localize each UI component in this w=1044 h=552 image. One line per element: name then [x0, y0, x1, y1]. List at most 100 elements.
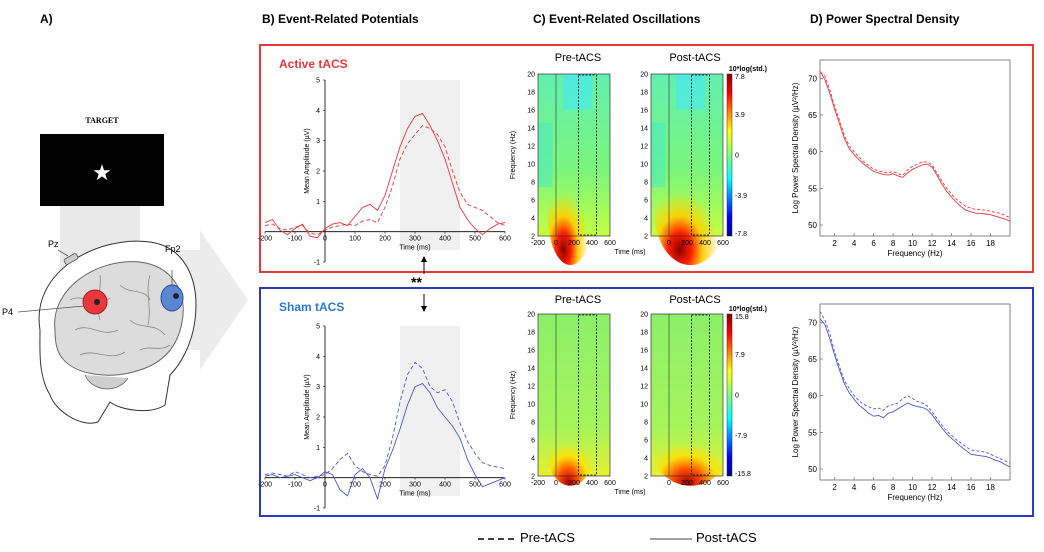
- spectrogram-hot-blob: [547, 420, 594, 486]
- psd-series-post: [819, 70, 1011, 222]
- x-tick-label: 300: [409, 236, 421, 243]
- y-tick-label: 4: [316, 108, 320, 115]
- x-tick-label: 200: [568, 240, 580, 247]
- y-tick-label: 2: [316, 415, 320, 422]
- erp-window-shade: [400, 326, 460, 496]
- psd-chart-sham: 2 4 6 8 10 12 14 16 18 70 65 60 55 50 Frequency (Hz) Lo…: [791, 303, 1011, 502]
- y-tick-label: 3: [316, 384, 320, 391]
- x-tick-label: 500: [469, 236, 481, 243]
- colorbar-tick-label: 7.9: [735, 352, 745, 359]
- ero-sham-pre-title: Pre-tACS: [554, 294, 602, 306]
- y-tick-label: 20: [640, 72, 648, 79]
- x-tick-label: 16: [967, 239, 976, 248]
- analysis-window: [578, 74, 597, 236]
- y-tick-label: 18: [640, 90, 648, 97]
- x-tick-label: 8: [891, 239, 896, 248]
- y-tick-label: 2: [316, 169, 320, 176]
- active-condition-box: [259, 44, 1034, 273]
- y-tick-label: 2: [644, 474, 648, 481]
- y-tick-label: 20: [527, 312, 535, 319]
- y-tick-label: 8: [644, 180, 648, 187]
- y-tick-label: 16: [640, 348, 648, 355]
- colorbar-tick-label: 3.9: [735, 112, 745, 119]
- y-tick-label: 50: [808, 465, 817, 474]
- analysis-window: [578, 314, 597, 476]
- y-tick-label: 4: [531, 456, 535, 463]
- x-tick-label: 400: [439, 236, 451, 243]
- x-tick-label: 2: [832, 239, 837, 248]
- target-label: TARGET: [85, 116, 119, 125]
- colorbar-tick-label: -15.8: [735, 471, 751, 478]
- active-condition-label: Active tACS: [279, 57, 348, 71]
- y-tick-label: 4: [316, 354, 320, 361]
- x-tick-label: -200: [258, 482, 272, 489]
- y-axis-label: Frequency (Hz): [510, 371, 517, 419]
- brain-icon: [54, 261, 184, 376]
- x-tick-label: 400: [586, 240, 598, 247]
- y-tick-label: 16: [527, 348, 535, 355]
- spectrogram-frame: [650, 73, 724, 237]
- x-tick-label: 6: [871, 239, 876, 248]
- ero-active-post-title: Post-tACS: [669, 52, 721, 64]
- y-tick-label: -1: [314, 260, 320, 267]
- x-tick-label: 0: [554, 480, 558, 487]
- spectrogram-hot-blob: [547, 161, 594, 266]
- electrode-label-p4: P4: [2, 307, 13, 317]
- panel-c-title: C) Event-Related Oscillations: [533, 12, 701, 26]
- y-tick-label: 55: [808, 184, 817, 193]
- x-tick-label: -200: [531, 240, 545, 247]
- electrode-fp2: [160, 284, 184, 312]
- y-tick-label: 10: [640, 402, 648, 409]
- x-tick-label: 600: [499, 482, 511, 489]
- erp-series-pre: [264, 124, 506, 236]
- x-tick-label: 12: [928, 483, 937, 492]
- x-tick-label: 2: [832, 483, 837, 492]
- colorbar-tick-label: -7.9: [735, 433, 747, 440]
- colorbar-sham: [726, 313, 733, 477]
- x-tick-label: 500: [469, 482, 481, 489]
- significance-label: **: [411, 274, 422, 290]
- spectrogram-cool-blob: [538, 122, 553, 188]
- colorbar-title: 10*log(std.): [729, 306, 767, 313]
- electrode-label-pz: Pz: [48, 239, 59, 249]
- panel-d-title: D) Power Spectral Density: [810, 12, 960, 26]
- x-tick-label: 400: [699, 480, 711, 487]
- x-tick-label: 300: [409, 482, 421, 489]
- y-tick-label: 70: [808, 74, 817, 83]
- x-tick-label: 6: [871, 483, 876, 492]
- x-axis-label: Time (ms): [399, 245, 430, 252]
- y-axis-label: Mean Amplitude (µV): [304, 128, 311, 194]
- y-tick-label: 6: [644, 438, 648, 445]
- x-tick-label: 4: [852, 239, 857, 248]
- y-tick-label: 1: [316, 199, 320, 206]
- y-tick-label: 4: [644, 216, 648, 223]
- spectrogram-cool-blob: [563, 74, 592, 110]
- analysis-window: [691, 74, 710, 236]
- y-tick-label: 2: [644, 234, 648, 241]
- y-tick-label: 14: [640, 366, 648, 373]
- x-tick-label: -200: [258, 236, 272, 243]
- x-axis-label: Frequency (Hz): [887, 249, 942, 258]
- y-tick-label: 8: [644, 420, 648, 427]
- x-tick-label: 8: [891, 483, 896, 492]
- y-tick-label: -1: [314, 506, 320, 513]
- spectrogram-frame: [537, 313, 611, 477]
- x-tick-label: 100: [349, 482, 361, 489]
- spectrogram-hot-blob: [654, 420, 727, 486]
- erp-chart-active: -200 -100 0 100 200 300 400 500 600 5 4 3 2 1 -1 Mean A…: [258, 78, 511, 267]
- x-tick-label: 200: [568, 480, 580, 487]
- x-tick-label: 100: [349, 236, 361, 243]
- y-tick-label: 5: [316, 324, 320, 331]
- colorbar-tick-label: 0: [735, 153, 739, 160]
- x-tick-label: 18: [986, 239, 995, 248]
- psd-chart-active: 2 4 6 8 10 12 14 16 18 70 65 60 55 50 Frequency (Hz) Lo…: [791, 59, 1011, 258]
- x-tick-label: 0: [323, 236, 327, 243]
- x-tick-label: 600: [717, 240, 729, 247]
- y-tick-label: 18: [527, 330, 535, 337]
- psd-plot-frame: [819, 59, 1011, 237]
- y-tick-label: 70: [808, 318, 817, 327]
- psd-series-pre: [819, 311, 1011, 464]
- psd-series-post: [819, 318, 1011, 468]
- x-tick-label: -100: [288, 236, 302, 243]
